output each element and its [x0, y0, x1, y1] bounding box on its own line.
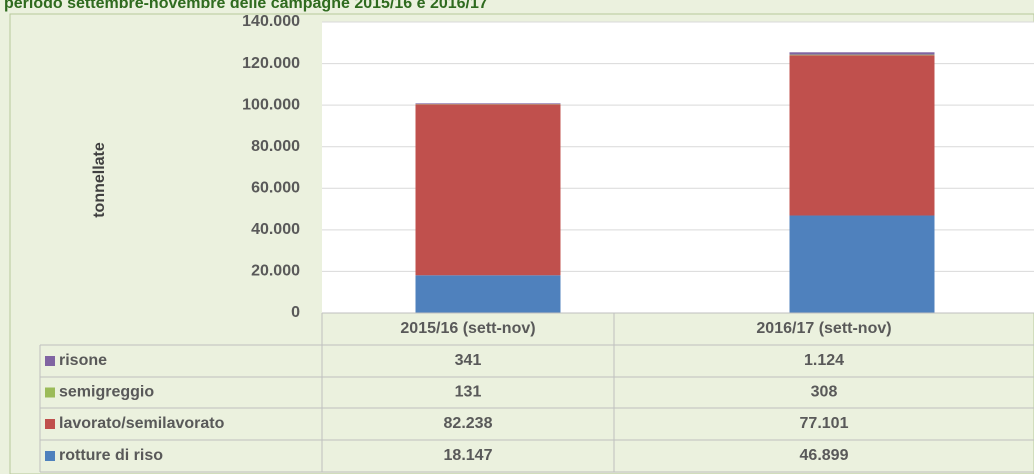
bar-segment	[415, 103, 561, 105]
table-value: 18.147	[444, 447, 493, 464]
legend-label: semigreggio	[59, 384, 154, 401]
legend-label: rotture di riso	[59, 447, 163, 464]
y-tick-label: 60.000	[251, 180, 300, 197]
bar-segment	[415, 275, 561, 313]
y-tick-label: 20.000	[251, 263, 300, 280]
x-tick-label: 2016/17 (sett-nov)	[756, 320, 891, 337]
y-tick-label: 40.000	[251, 221, 300, 238]
y-tick-label: 100.000	[242, 96, 300, 113]
legend-swatch	[45, 387, 55, 398]
bar-segment	[789, 54, 935, 56]
bar-segment	[789, 215, 935, 313]
y-tick-label: 140.000	[242, 13, 300, 30]
legend-label: risone	[59, 352, 107, 369]
bar-segment	[415, 104, 561, 276]
table-value: 1.124	[804, 352, 844, 369]
legend-label: lavorato/semilavorato	[59, 415, 225, 432]
table-value: 341	[455, 352, 482, 369]
y-tick-label: 0	[291, 304, 300, 321]
y-tick-label: 80.000	[251, 138, 300, 155]
table-value: 46.899	[800, 447, 849, 464]
legend-swatch	[45, 419, 55, 429]
table-value: 82.238	[444, 415, 493, 432]
table-value: 308	[811, 384, 838, 401]
table-value: 77.101	[800, 415, 849, 432]
bar-segment	[789, 55, 935, 216]
legend-swatch	[45, 451, 55, 461]
table-value: 131	[455, 384, 482, 401]
chart-title: periodo settembre-novembre delle campagn…	[4, 0, 488, 12]
x-tick-label: 2015/16 (sett-nov)	[400, 320, 535, 337]
legend-swatch	[45, 356, 55, 366]
y-tick-label: 120.000	[242, 55, 300, 72]
y-axis-label: tonnellate	[91, 142, 108, 218]
bar-segment	[789, 52, 935, 55]
